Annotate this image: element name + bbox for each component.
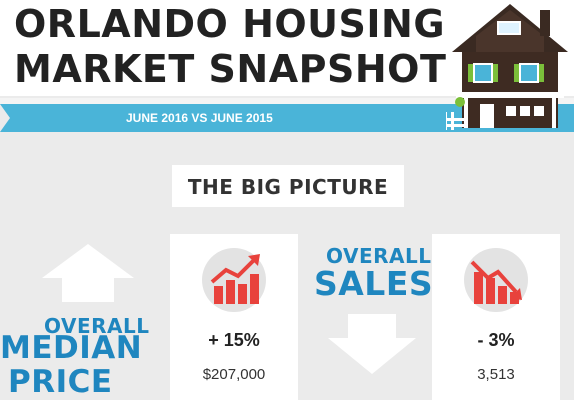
median-price-overall-label: OVERALL bbox=[44, 314, 150, 338]
section-title: THE BIG PICTURE bbox=[187, 175, 389, 199]
sales-label: SALES bbox=[314, 264, 434, 303]
date-range-label: JUNE 2016 VS JUNE 2015 bbox=[126, 111, 273, 125]
down-arrow-icon bbox=[328, 314, 416, 374]
median-price-card: + 15% $207,000 bbox=[170, 234, 298, 400]
up-arrow-icon bbox=[42, 244, 134, 302]
ribbon-band bbox=[0, 98, 574, 104]
trend-up-icon bbox=[202, 248, 266, 312]
sales-change: - 3% bbox=[477, 330, 515, 350]
title-line-2: MARKET SNAPSHOT bbox=[14, 47, 447, 91]
sales-overall-label: OVERALL bbox=[326, 244, 432, 268]
sales-value: 3,513 bbox=[477, 366, 515, 383]
title-line-1: ORLANDO HOUSING bbox=[14, 2, 446, 46]
median-price-value: $207,000 bbox=[202, 366, 266, 383]
trend-down-icon bbox=[464, 248, 528, 312]
house-icon bbox=[446, 4, 568, 130]
median-price-change: + 15% bbox=[208, 330, 260, 350]
ribbon-tail bbox=[0, 104, 10, 132]
median-price-label-line2: PRICE bbox=[8, 364, 113, 400]
sales-card: - 3% 3,513 bbox=[432, 234, 560, 400]
median-price-label-line1: MEDIAN bbox=[0, 330, 143, 366]
section-header: THE BIG PICTURE bbox=[172, 165, 404, 207]
